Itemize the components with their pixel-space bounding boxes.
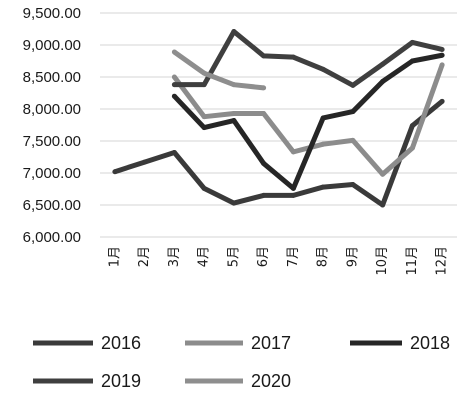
data-point xyxy=(409,145,415,151)
data-point xyxy=(261,85,267,91)
legend-label: 2020 xyxy=(251,371,291,391)
x-tick-label: 2月 xyxy=(137,246,152,267)
x-tick-label: 7月 xyxy=(286,246,301,267)
data-point xyxy=(320,115,326,121)
data-point xyxy=(171,49,177,55)
data-point xyxy=(231,110,237,116)
series-2019 xyxy=(171,29,445,88)
data-point xyxy=(320,184,326,190)
data-point xyxy=(201,82,207,88)
data-point xyxy=(350,182,356,188)
x-tick-label: 4月 xyxy=(197,246,212,267)
x-tick-label: 6月 xyxy=(256,246,271,267)
data-point xyxy=(231,29,237,35)
data-point xyxy=(290,149,296,155)
series-2018 xyxy=(171,52,445,191)
x-tick-label: 9月 xyxy=(345,246,360,267)
series-line-2016 xyxy=(114,99,444,208)
y-tick-label: 8,500.00 xyxy=(23,69,81,86)
data-point xyxy=(171,93,177,99)
data-point xyxy=(409,123,415,129)
legend-label: 2016 xyxy=(101,333,141,353)
data-point xyxy=(290,185,296,191)
data-point xyxy=(261,53,267,59)
legend: 2016 2017 2018 2019 2020 xyxy=(33,333,450,391)
data-point xyxy=(201,114,207,120)
data-point xyxy=(439,52,445,58)
data-point xyxy=(201,125,207,131)
x-tick-label: 3月 xyxy=(167,246,182,267)
data-point xyxy=(380,78,386,84)
data-point xyxy=(409,39,415,45)
data-point xyxy=(409,58,415,64)
data-point xyxy=(350,109,356,115)
legend-label: 2019 xyxy=(101,371,141,391)
data-point xyxy=(350,82,356,88)
series-line-2020 xyxy=(172,50,264,91)
data-point xyxy=(261,192,267,198)
data-point xyxy=(142,159,148,165)
series-line-2019 xyxy=(174,29,443,88)
series-2016 xyxy=(112,98,445,208)
y-tick-label: 9,500.00 xyxy=(23,5,81,22)
data-point xyxy=(261,160,267,166)
y-tick-label: 7,000.00 xyxy=(23,165,81,182)
legend-item-2018: 2018 xyxy=(350,333,450,353)
x-tick-label: 5月 xyxy=(226,246,241,267)
x-axis-tick-labels: 1月 2月 3月 4月 5月 6月 7月 8月 9月 10月 11月 12月 xyxy=(107,246,449,276)
y-tick-label: 7,500.00 xyxy=(23,133,81,150)
data-point xyxy=(320,141,326,147)
data-point xyxy=(171,74,177,80)
y-tick-label: 6,000.00 xyxy=(23,229,81,246)
y-tick-label: 6,500.00 xyxy=(23,197,81,214)
data-point xyxy=(261,110,267,116)
data-point xyxy=(231,118,237,124)
legend-item-2019: 2019 xyxy=(33,371,141,391)
data-point xyxy=(201,185,207,191)
series-2020 xyxy=(171,49,267,91)
data-point xyxy=(439,62,445,68)
x-tick-label: 1月 xyxy=(107,246,122,267)
data-point xyxy=(439,98,445,104)
data-point xyxy=(201,70,207,76)
x-tick-label: 8月 xyxy=(316,246,331,267)
data-point xyxy=(171,150,177,156)
data-point xyxy=(290,54,296,60)
data-point xyxy=(231,82,237,88)
series-lines xyxy=(112,29,445,208)
legend-label: 2018 xyxy=(410,333,450,353)
legend-label: 2017 xyxy=(251,333,291,353)
data-point xyxy=(320,66,326,72)
y-axis-tick-labels: 6,000.00 6,500.00 7,000.00 7,500.00 8,000.00… xyxy=(23,5,81,246)
y-tick-label: 8,000.00 xyxy=(23,101,81,118)
series-2017 xyxy=(171,62,445,177)
x-tick-label: 12月 xyxy=(435,246,450,276)
data-point xyxy=(380,202,386,208)
data-point xyxy=(290,192,296,198)
data-point xyxy=(171,82,177,88)
data-point xyxy=(380,61,386,67)
data-point xyxy=(231,200,237,206)
x-tick-label: 10月 xyxy=(375,246,390,276)
data-point xyxy=(350,137,356,143)
legend-item-2017: 2017 xyxy=(185,333,291,353)
x-tick-label: 11月 xyxy=(405,246,420,276)
data-point xyxy=(380,171,386,177)
legend-item-2016: 2016 xyxy=(33,333,141,353)
data-point xyxy=(112,169,118,175)
legend-item-2020: 2020 xyxy=(185,371,291,391)
data-point xyxy=(439,46,445,52)
series-line-2018 xyxy=(172,52,443,191)
y-tick-label: 9,000.00 xyxy=(23,37,81,54)
